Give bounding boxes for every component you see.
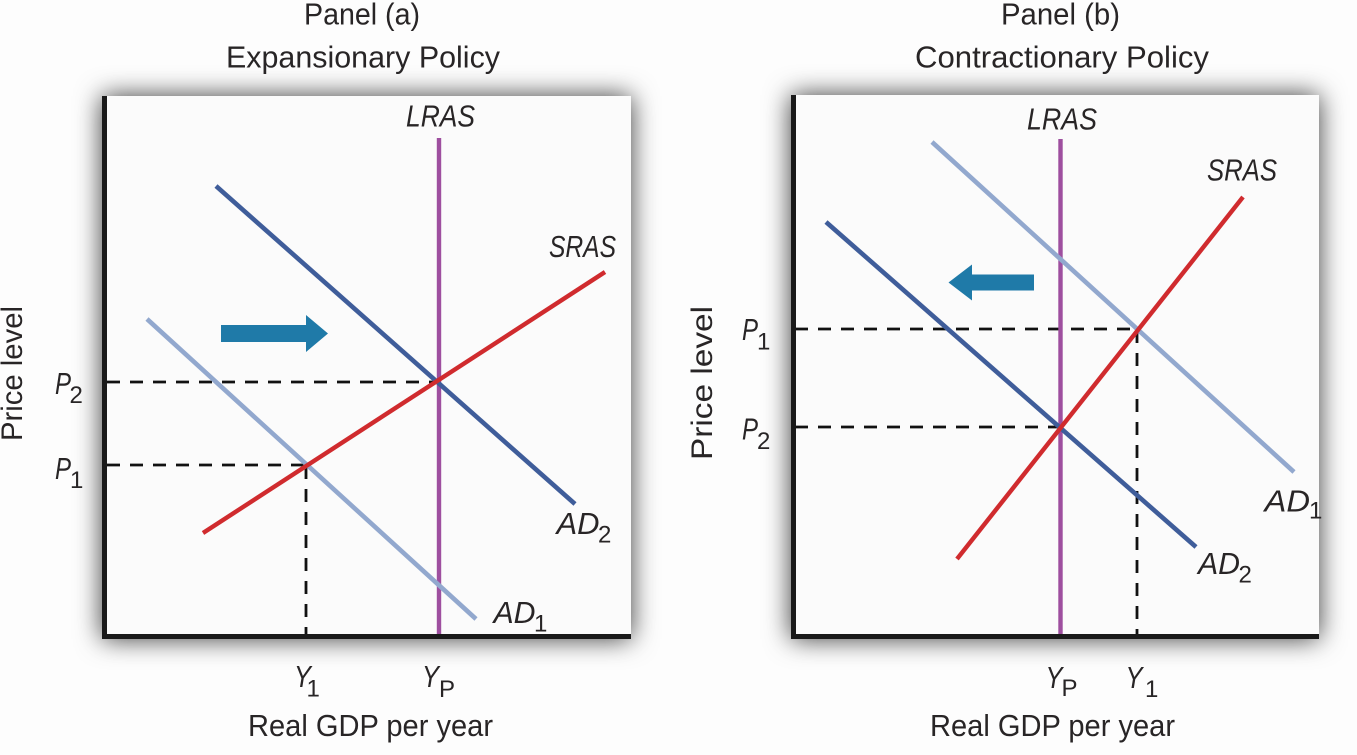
svg-text:Panel (b): Panel (b): [1001, 0, 1120, 32]
svg-text:1: 1: [1145, 676, 1158, 703]
svg-text:AD: AD: [1196, 546, 1240, 581]
svg-text:Contractionary Policy: Contractionary Policy: [915, 40, 1209, 75]
svg-text:P: P: [742, 412, 758, 447]
svg-text:2: 2: [1239, 562, 1252, 589]
svg-text:Y: Y: [1126, 660, 1145, 695]
svg-text:AD: AD: [555, 506, 600, 541]
svg-text:Real GDP per year: Real GDP per year: [248, 708, 493, 743]
svg-text:1: 1: [70, 467, 83, 494]
svg-text:2: 2: [598, 522, 611, 549]
svg-text:1: 1: [307, 676, 320, 703]
svg-text:SRAS: SRAS: [549, 229, 616, 264]
svg-text:1: 1: [534, 611, 547, 638]
svg-text:Panel (a): Panel (a): [304, 0, 420, 32]
svg-text:P: P: [439, 676, 455, 703]
svg-text:2: 2: [70, 382, 83, 409]
svg-text:P: P: [742, 312, 758, 347]
svg-text:Y: Y: [1046, 660, 1065, 695]
svg-text:AD: AD: [1262, 484, 1310, 519]
svg-text:P: P: [55, 451, 71, 486]
svg-text:Y: Y: [294, 659, 313, 694]
svg-text:Price level: Price level: [0, 306, 29, 441]
svg-text:P: P: [55, 366, 71, 401]
svg-text:LRAS: LRAS: [1027, 102, 1097, 137]
svg-text:2: 2: [757, 428, 770, 455]
svg-text:Real GDP per year: Real GDP per year: [930, 708, 1175, 743]
svg-text:Y: Y: [422, 659, 441, 694]
svg-text:1: 1: [1309, 498, 1322, 525]
svg-text:1: 1: [757, 329, 770, 356]
svg-text:LRAS: LRAS: [406, 99, 475, 134]
svg-text:AD: AD: [492, 595, 536, 630]
svg-text:Expansionary Policy: Expansionary Policy: [226, 40, 500, 75]
svg-text:Price level: Price level: [686, 306, 719, 460]
svg-text:P: P: [1062, 675, 1078, 702]
svg-text:SRAS: SRAS: [1207, 153, 1277, 188]
